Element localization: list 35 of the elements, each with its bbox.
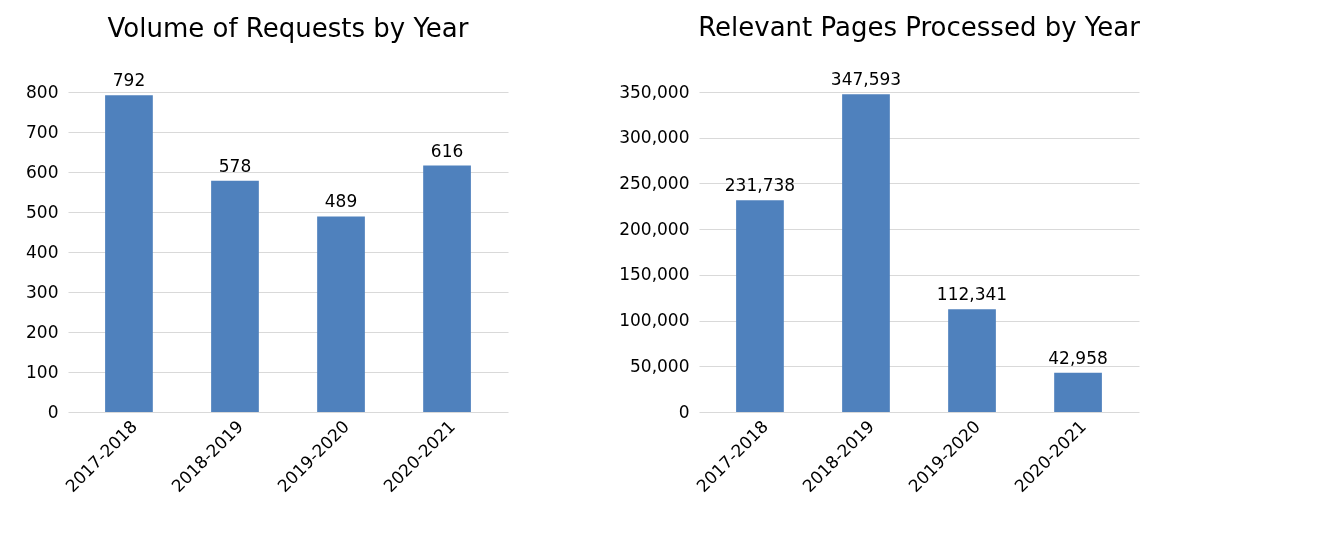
y-tick-label: 700 <box>26 121 59 142</box>
y-tick-label: 800 <box>26 81 59 102</box>
y-tick-label: 200,000 <box>619 218 690 239</box>
data-label: 616 <box>430 140 464 161</box>
y-tick-label: 150,000 <box>619 264 690 285</box>
y-tick-label: 100 <box>26 361 59 382</box>
bar <box>211 180 259 412</box>
bar <box>317 216 365 412</box>
bar <box>948 309 996 412</box>
bar <box>736 200 784 412</box>
bar <box>105 95 153 412</box>
data-label: 578 <box>218 155 252 176</box>
y-tick-label: 100,000 <box>619 310 690 331</box>
y-tick-label: 500 <box>26 201 59 222</box>
y-tick-label: 350,000 <box>619 81 690 102</box>
data-label: 42,958 <box>1048 347 1108 368</box>
bar <box>423 165 471 412</box>
bar <box>842 94 890 412</box>
y-tick-label: 250,000 <box>619 172 690 193</box>
y-tick-label: 300,000 <box>619 127 690 148</box>
data-label: 112,341 <box>936 284 1008 305</box>
data-label: 347,593 <box>830 69 902 90</box>
y-tick-label: 0 <box>678 401 690 422</box>
y-tick-label: 200 <box>26 321 59 342</box>
y-tick-label: 50,000 <box>630 355 690 376</box>
data-label: 231,738 <box>724 175 796 196</box>
y-tick-label: 600 <box>26 161 59 182</box>
data-label: 792 <box>112 70 146 91</box>
y-tick-label: 0 <box>47 401 59 422</box>
y-tick-label: 400 <box>26 241 59 262</box>
y-tick-label: 300 <box>26 281 59 302</box>
chart-title: Relevant Pages Processed by Year <box>698 12 1141 43</box>
data-label: 489 <box>324 191 358 212</box>
bar <box>1054 372 1102 412</box>
chart-title: Volume of Requests by Year <box>107 13 469 44</box>
